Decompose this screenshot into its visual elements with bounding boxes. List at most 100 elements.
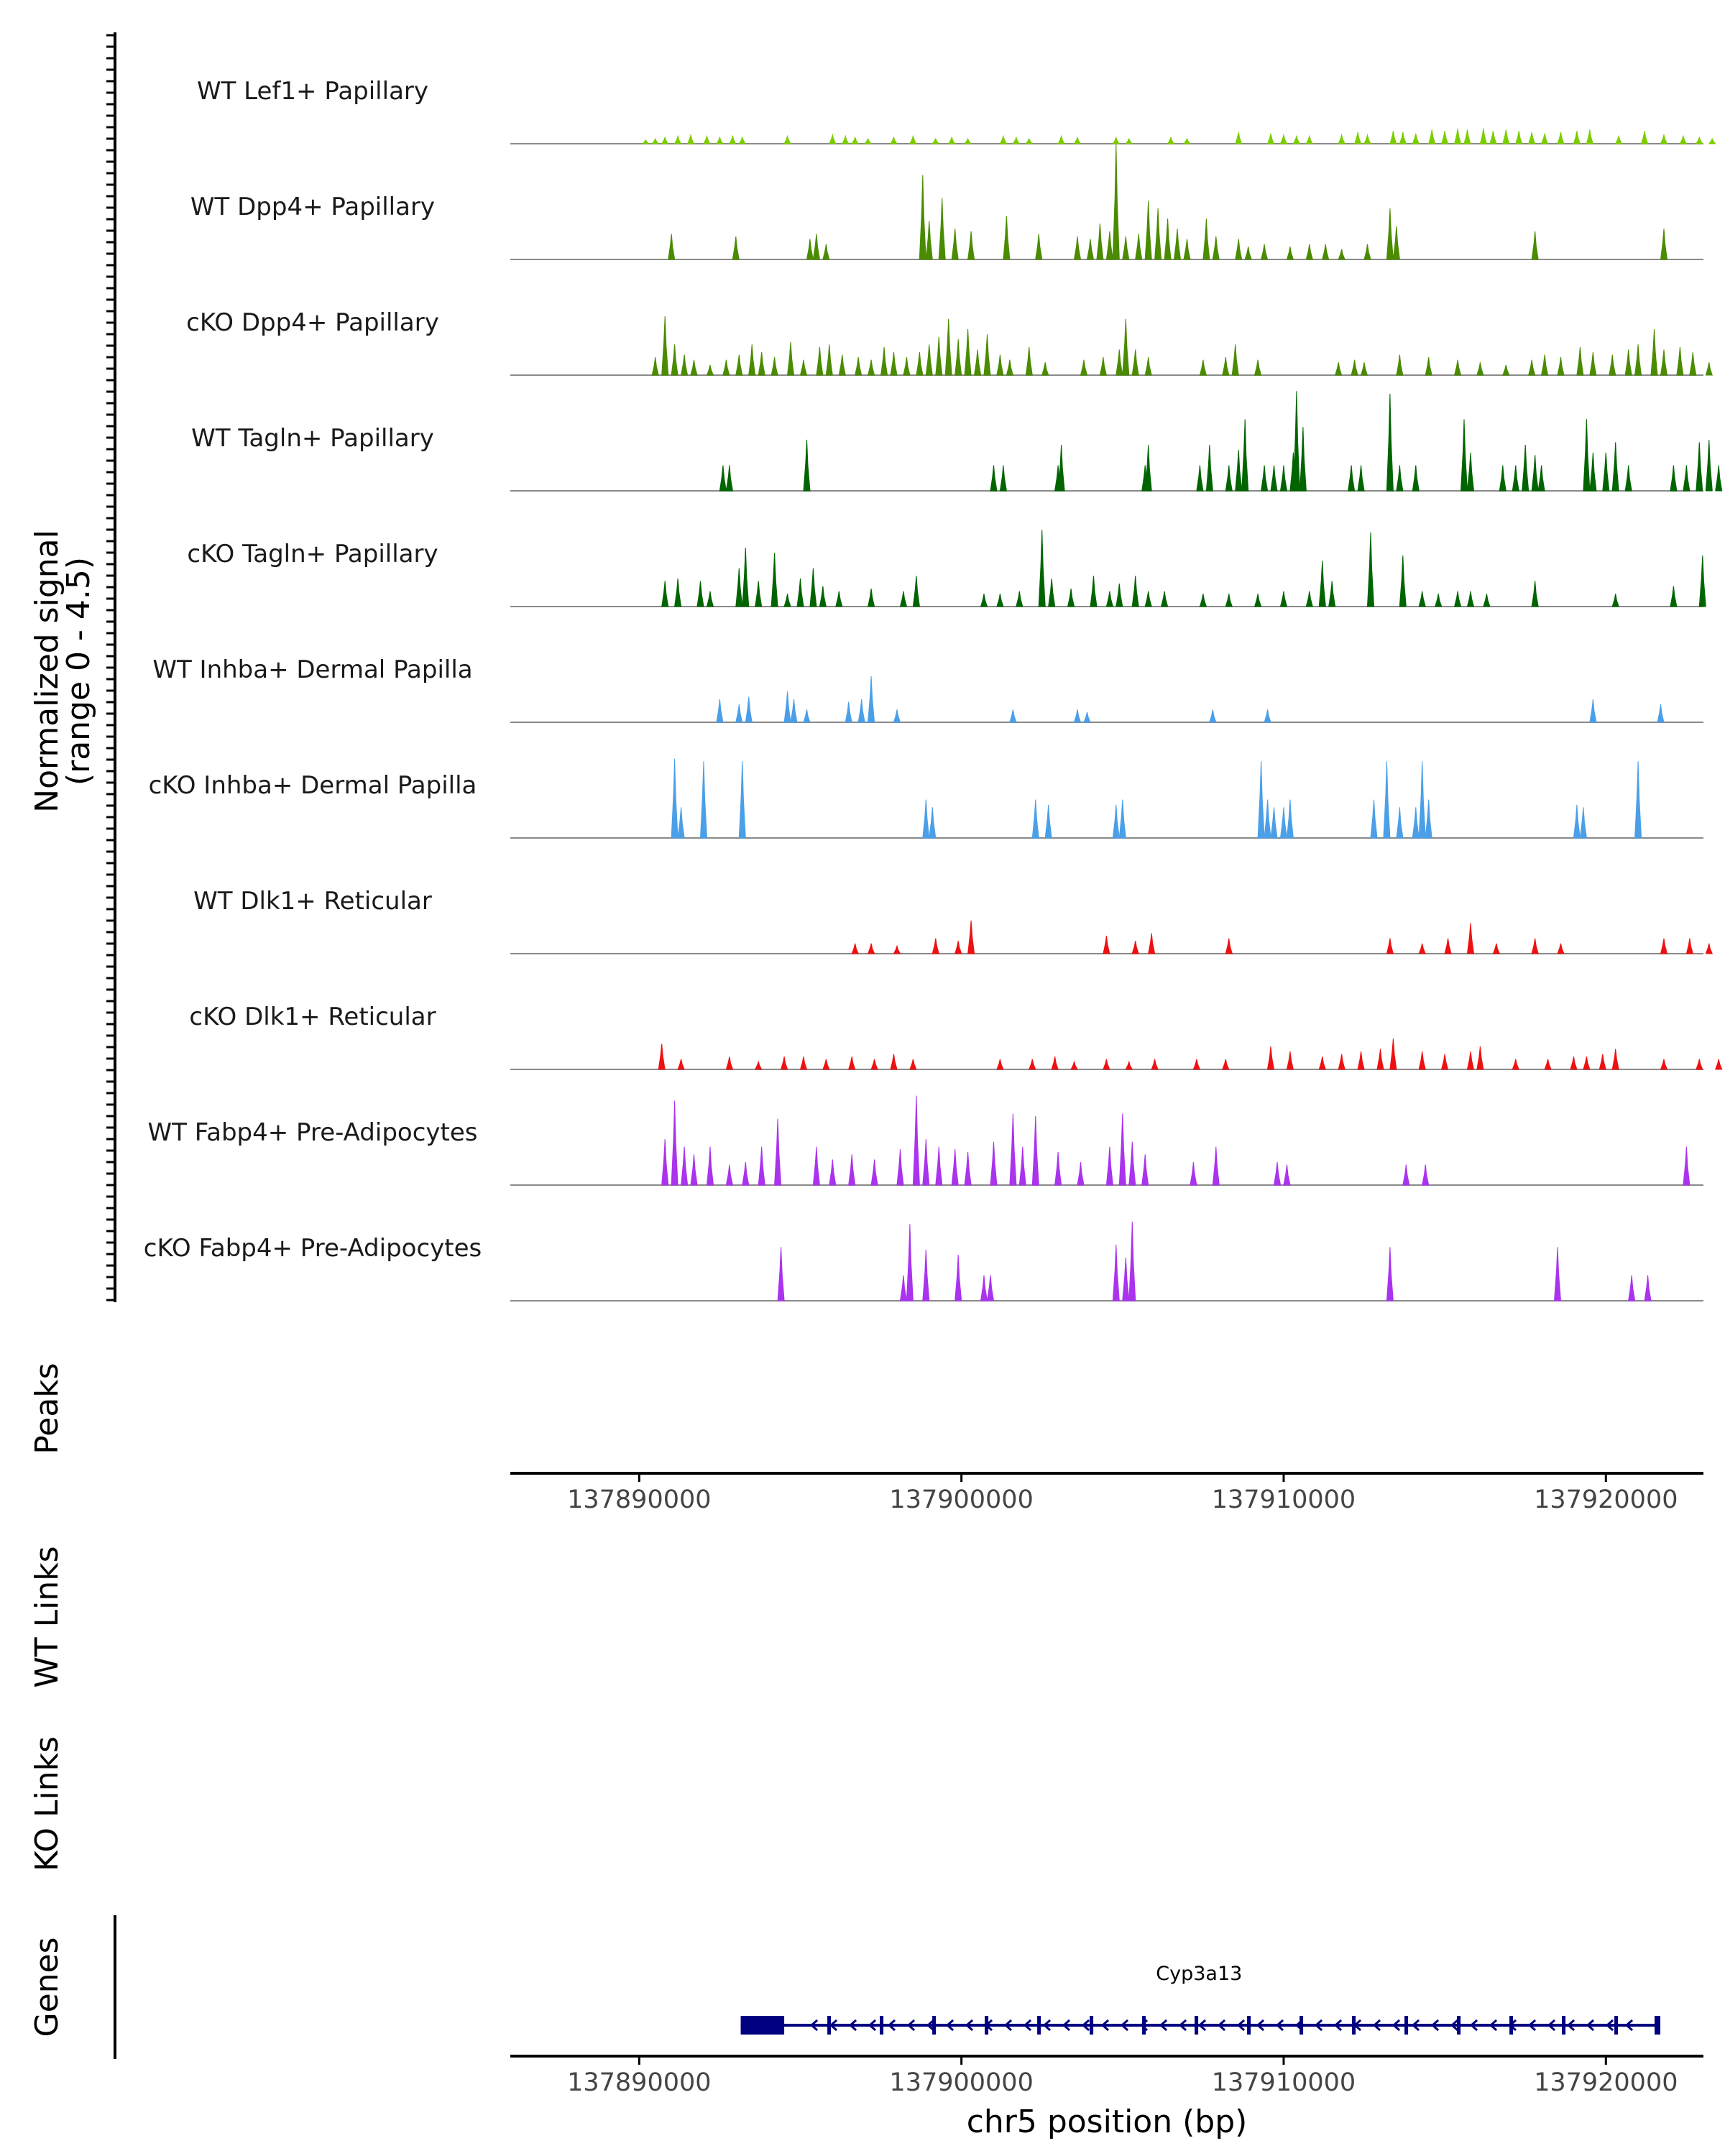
signal-peak: [799, 359, 808, 376]
signal-peak: [909, 134, 917, 144]
signal-peak: [848, 1154, 856, 1186]
signal-peak: [1528, 132, 1536, 144]
signal-peak: [1103, 1059, 1110, 1070]
signal-peak: [1035, 234, 1043, 260]
signal-peak: [1264, 709, 1271, 723]
signal-peak: [1266, 1046, 1275, 1070]
axes: Normalized signal(range 0 - 4.5) Peaks WT …: [29, 32, 1703, 2140]
gene-exon: [880, 2016, 884, 2035]
signal-peak: [668, 234, 676, 260]
signal-peak: [1222, 1059, 1230, 1070]
signal-peak: [1435, 594, 1443, 607]
signal-peak: [1670, 586, 1678, 607]
signal-peak: [1453, 359, 1462, 376]
signal-peak: [1128, 1141, 1136, 1186]
signal-peak: [1383, 761, 1391, 839]
signal-peak: [1338, 249, 1346, 260]
signal-peak: [896, 1149, 904, 1186]
signal-peak: [706, 1146, 714, 1186]
strand-arrow-icon: [1547, 2019, 1556, 2032]
signal-peak: [1041, 362, 1049, 376]
signal-peak: [1225, 594, 1233, 607]
signal-peak: [1006, 359, 1014, 376]
signal-peak: [1696, 442, 1703, 492]
signal-peak: [748, 344, 756, 376]
signal-peak: [790, 699, 798, 723]
signal-peak: [1199, 359, 1208, 376]
strand-arrow-icon: [1236, 2019, 1246, 2032]
track-label: cKO Dpp4+ Papillary: [186, 308, 439, 337]
signal-peak: [935, 1146, 943, 1186]
signal-peak: [1103, 936, 1110, 954]
signal-peak: [706, 364, 714, 376]
signal-peak: [1029, 1059, 1036, 1070]
signal-peak: [1512, 465, 1519, 492]
track-2: WT Dpp4+ Papillary: [190, 144, 1703, 260]
signal-peak: [1611, 594, 1619, 607]
signal-peak: [1466, 452, 1475, 492]
strand-arrow-icon: [1081, 2019, 1090, 2032]
signal-peak: [1483, 594, 1491, 607]
signal-peak: [1190, 1161, 1197, 1186]
signal-peak: [1016, 591, 1024, 607]
strand-arrow-icon: [848, 2019, 857, 2032]
signal-peak: [1212, 236, 1220, 260]
signal-peak: [912, 1095, 920, 1186]
signal-peak: [1292, 391, 1300, 492]
signal-peak: [777, 1247, 785, 1302]
signal-peak: [1048, 578, 1056, 607]
strand-arrow-icon: [1469, 2019, 1478, 2032]
signal-peak: [1363, 133, 1371, 144]
signal-peak: [1086, 239, 1095, 260]
signal-peak: [1685, 938, 1694, 954]
signal-peak: [990, 1141, 998, 1186]
signal-peak: [1576, 346, 1584, 376]
signal-peak: [1614, 134, 1623, 144]
signal-peak: [661, 136, 669, 144]
signal-peak: [1396, 807, 1404, 839]
signal-peak: [1044, 804, 1052, 839]
signal-peak: [964, 1151, 972, 1186]
signal-peak: [1399, 555, 1407, 607]
signal-peak: [1540, 354, 1549, 376]
signal-peak: [783, 691, 791, 723]
signal-peak: [1544, 1059, 1552, 1070]
signal-peak: [809, 568, 817, 607]
gene-exon: [1457, 2016, 1461, 2035]
signal-peak: [696, 581, 704, 607]
signal-peak: [1235, 132, 1243, 144]
strand-arrow-icon: [1256, 2019, 1265, 2032]
track-4: WT Tagln+ Papillary: [191, 391, 1723, 492]
signal-peak: [1418, 943, 1426, 954]
signal-peak: [1683, 1146, 1690, 1186]
signal-peak: [735, 568, 743, 607]
signal-peak: [1418, 591, 1426, 607]
panel-label-wt-links: WT Links: [29, 1546, 65, 1687]
signal-peak: [1366, 532, 1375, 607]
signal-peak: [819, 586, 827, 607]
signal-peak: [1183, 137, 1192, 144]
signal-peak: [1144, 201, 1152, 260]
signal-peak: [1492, 943, 1501, 954]
signal-peak: [870, 1159, 878, 1186]
gene-exon: [985, 2016, 989, 2035]
signal-peak: [1003, 216, 1011, 260]
signal-peak: [1386, 1247, 1394, 1302]
signal-peak: [755, 581, 763, 607]
signal-peak: [1125, 1060, 1133, 1070]
signal-peak: [671, 1100, 678, 1186]
track-label: WT Dpp4+ Papillary: [190, 193, 435, 221]
signal-peak: [1009, 709, 1017, 723]
gene-exon: [1352, 2016, 1356, 2035]
signal-peak: [1083, 711, 1091, 723]
signal-peak: [1286, 1051, 1294, 1070]
signal-peak: [1244, 247, 1252, 260]
signal-peak: [1476, 362, 1484, 376]
signal-peak: [868, 676, 875, 723]
track-10: WT Fabp4+ Pre-Adipocytes: [148, 1095, 1703, 1186]
signal-peak: [680, 354, 689, 376]
strand-arrow-icon: [1411, 2019, 1420, 2032]
signal-peak: [1322, 244, 1330, 260]
signal-peak: [848, 1056, 856, 1070]
signal-peak: [935, 336, 943, 376]
